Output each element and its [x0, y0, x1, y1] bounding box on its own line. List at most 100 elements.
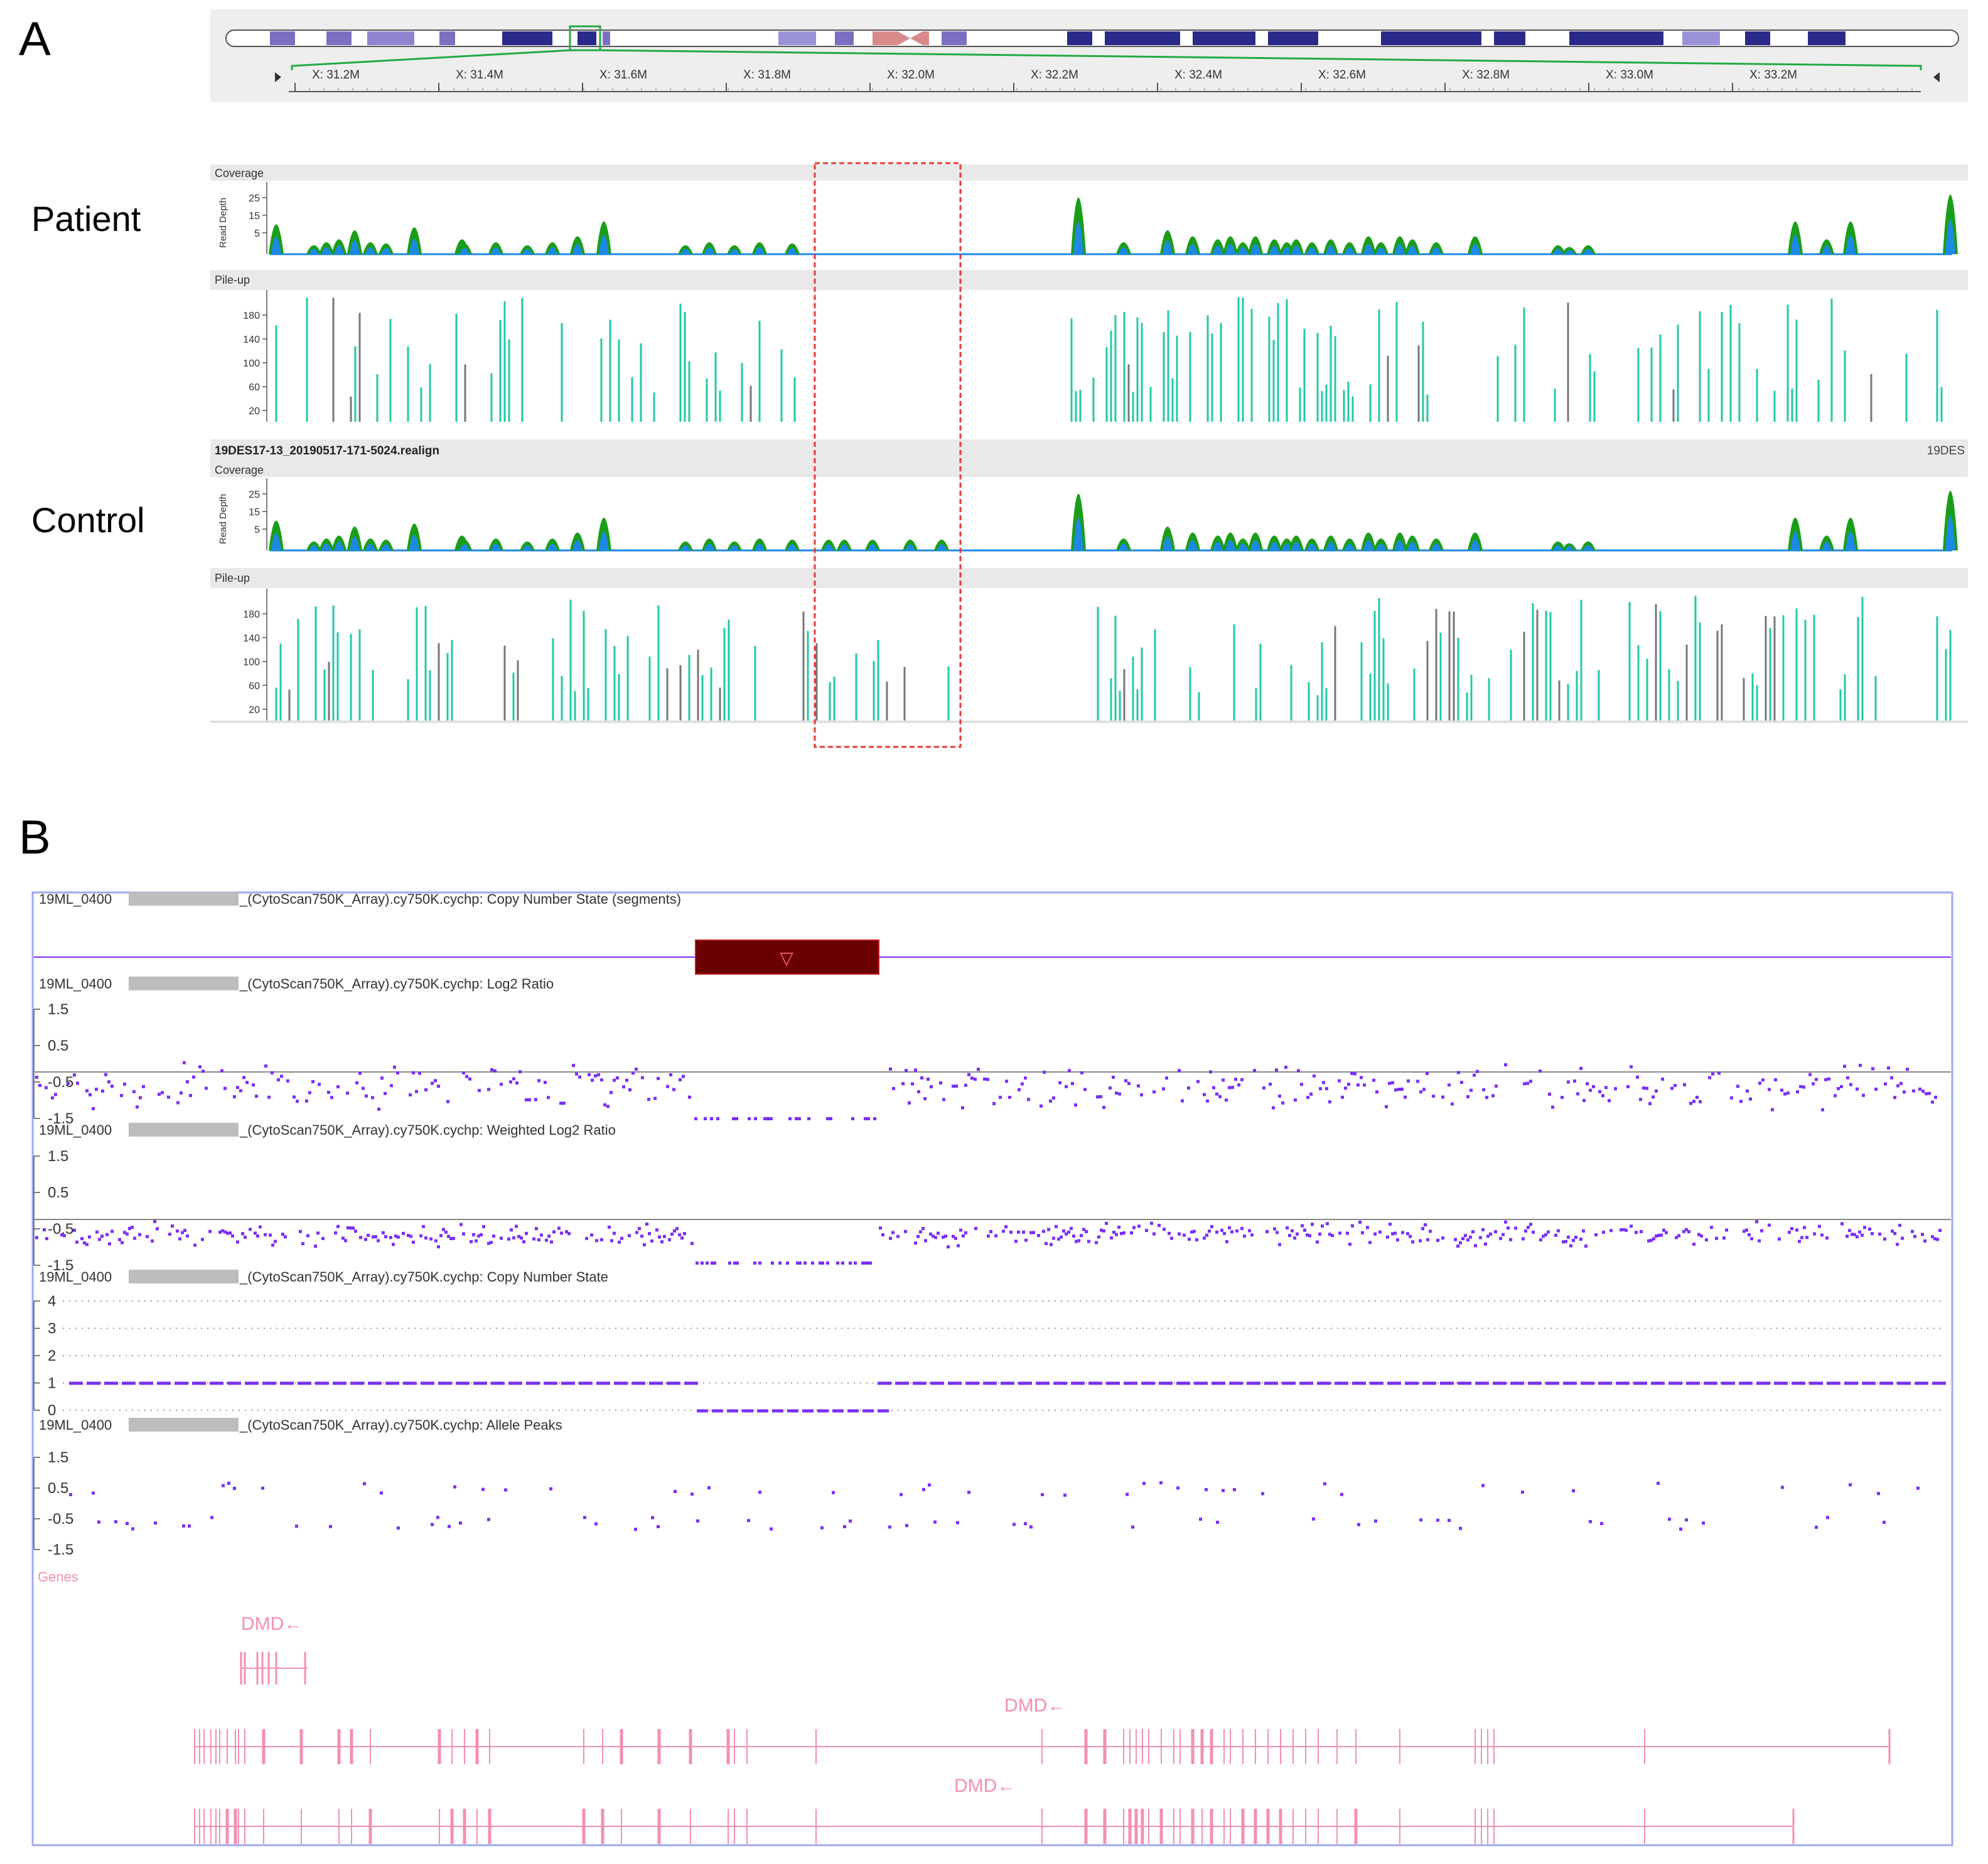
- data-point: [311, 1079, 314, 1083]
- data-point: [515, 1224, 518, 1228]
- data-point: [962, 1234, 965, 1238]
- coverage-peak-inner: [522, 545, 532, 550]
- data-point: [628, 1088, 631, 1091]
- data-point: [964, 1083, 967, 1087]
- scroll-right-icon[interactable]: [1933, 72, 1940, 82]
- data-point: [371, 1096, 374, 1100]
- data-point: [1050, 1243, 1053, 1246]
- data-point: [1523, 1082, 1526, 1086]
- data-point: [939, 1081, 942, 1085]
- data-point: [205, 1086, 208, 1090]
- coverage-peak-inner: [522, 249, 532, 254]
- data-point: [771, 1261, 774, 1265]
- track-title: _(CytoScan750K_Array).cy750K.cychp: Copy…: [239, 1269, 608, 1285]
- data-point: [1925, 1092, 1928, 1096]
- gene-models[interactable]: [194, 1652, 1891, 1844]
- data-point: [1080, 1071, 1083, 1074]
- data-point: [452, 1236, 455, 1240]
- data-point: [1620, 1228, 1623, 1232]
- data-point: [490, 1068, 493, 1071]
- data-point: [1306, 1096, 1309, 1100]
- allele-peak-point: [1063, 1493, 1067, 1497]
- data-point: [1062, 1229, 1065, 1233]
- data-point: [1037, 1234, 1040, 1238]
- data-point: [1248, 1229, 1251, 1233]
- ideogram-band: [439, 31, 455, 45]
- allele-peak-point: [182, 1524, 185, 1528]
- gene-label[interactable]: DMD←: [241, 1614, 303, 1634]
- gene-label[interactable]: DMD←: [1004, 1695, 1066, 1716]
- allele-peak-point: [233, 1487, 236, 1491]
- genomic-ruler[interactable]: X: 31.2M X: 31.4M X: 31.6M X: 31.8M X: 32.0M…: [289, 68, 1921, 92]
- data-point: [974, 1226, 977, 1230]
- data-point: [1700, 1234, 1703, 1238]
- gene-label[interactable]: DMD←: [954, 1776, 1016, 1796]
- data-point: [534, 1098, 537, 1101]
- data-point: [1579, 1066, 1582, 1070]
- data-point: [675, 1227, 679, 1231]
- data-point: [758, 1261, 761, 1265]
- data-point: [1291, 1229, 1294, 1233]
- data-point: [905, 1069, 908, 1073]
- data-point: [480, 1233, 483, 1236]
- scroll-left-icon[interactable]: [275, 72, 281, 82]
- ideogram-band: [1808, 31, 1846, 45]
- data-point: [449, 1236, 453, 1240]
- axis-label: -0.5: [48, 1074, 73, 1091]
- data-point: [1220, 1228, 1223, 1232]
- weighted-log2-ratio-points: [34, 1219, 1951, 1265]
- chromosome-label: X: [1092, 32, 1099, 43]
- data-point: [603, 1103, 606, 1106]
- coverage-peak-inner: [547, 247, 557, 254]
- allele-peak-point: [69, 1492, 72, 1496]
- data-point: [669, 1073, 672, 1076]
- ruler-tick-label: X: 32.8M: [1462, 68, 1510, 82]
- coverage-peak-inner: [459, 544, 470, 550]
- data-point: [1469, 1235, 1472, 1239]
- data-point: [1758, 1081, 1761, 1085]
- data-point: [1548, 1092, 1551, 1096]
- data-point: [616, 1076, 619, 1079]
- data-point: [892, 1086, 895, 1090]
- ideogram-band: [270, 31, 295, 45]
- data-point: [1183, 1233, 1186, 1237]
- ideogram-band: [942, 31, 967, 45]
- data-point: [347, 1226, 350, 1229]
- data-point: [1554, 1233, 1557, 1237]
- data-point: [1936, 1238, 1939, 1241]
- data-point: [1457, 1071, 1460, 1074]
- allele-peak-point: [1521, 1490, 1524, 1494]
- coverage-peak-inner: [1238, 544, 1248, 550]
- data-point: [394, 1234, 397, 1238]
- data-point: [1846, 1076, 1849, 1079]
- data-point: [327, 1090, 330, 1094]
- data-point: [1344, 1086, 1347, 1090]
- data-point: [1843, 1064, 1846, 1068]
- data-point: [1871, 1067, 1874, 1071]
- data-point: [613, 1078, 616, 1082]
- data-point: [657, 1076, 660, 1080]
- data-point: [447, 1235, 450, 1238]
- data-point: [377, 1239, 380, 1243]
- data-point: [1231, 1086, 1234, 1090]
- data-point: [418, 1071, 421, 1075]
- data-point: [1800, 1236, 1803, 1240]
- data-point: [701, 1261, 704, 1265]
- data-point: [683, 1232, 686, 1236]
- allele-peak-point: [888, 1525, 891, 1529]
- axis-label: 0.5: [48, 1480, 68, 1497]
- deletion-segment[interactable]: [695, 940, 879, 975]
- data-point: [1687, 1229, 1690, 1233]
- allele-peak-point: [1222, 1489, 1225, 1492]
- data-point: [1294, 1098, 1297, 1102]
- data-point: [1825, 1236, 1829, 1240]
- data-point: [88, 1235, 91, 1239]
- data-point: [1466, 1238, 1470, 1242]
- pileup-axis-label: 180: [243, 609, 260, 620]
- pileup-axis-label: 140: [243, 633, 260, 644]
- data-point: [364, 1238, 367, 1241]
- data-point: [1040, 1104, 1043, 1108]
- track-title: _(CytoScan750K_Array).cy750K.cychp: Weig…: [239, 1122, 616, 1138]
- data-point: [256, 1234, 259, 1238]
- data-point: [1485, 1096, 1488, 1100]
